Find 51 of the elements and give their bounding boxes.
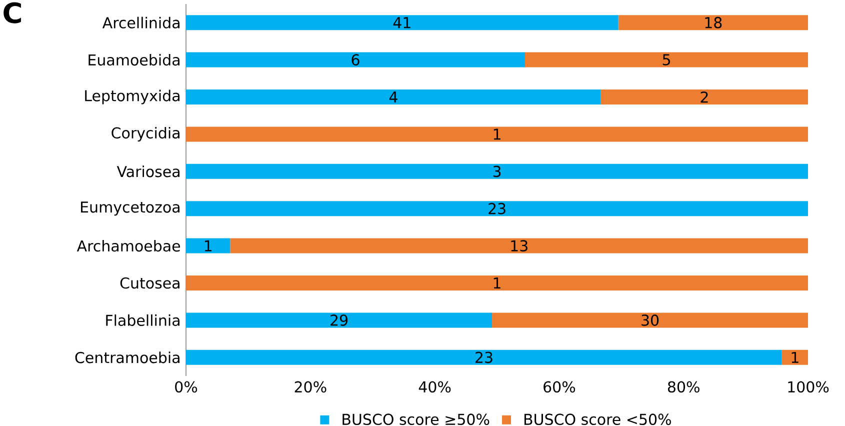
annotation: 1 xyxy=(204,240,212,252)
y-tick-label: Arcellinida xyxy=(102,16,180,28)
annotation: 30 xyxy=(642,314,659,326)
bar xyxy=(186,90,601,105)
bar xyxy=(186,52,525,68)
bar xyxy=(186,276,808,291)
bar xyxy=(492,312,808,328)
bar xyxy=(186,201,808,216)
bar xyxy=(524,52,808,68)
x-tick-label: 100% xyxy=(788,381,829,393)
annotation: 18 xyxy=(705,16,722,28)
bar xyxy=(230,238,808,254)
annotation: 13 xyxy=(511,240,528,252)
bar xyxy=(186,164,808,179)
bar xyxy=(186,126,808,142)
x-tick-label: 80% xyxy=(668,381,700,393)
y-tick-label: Eumycetozoa xyxy=(81,202,180,216)
annotation: 5 xyxy=(662,54,670,66)
annotation: 4 xyxy=(389,92,398,102)
bar xyxy=(186,238,230,254)
annotation: 29 xyxy=(330,314,348,326)
y-tick-label: Euamoebida xyxy=(88,54,180,66)
legend-label: BUSCO score ≥50% xyxy=(342,414,490,426)
x-tick-label: 60% xyxy=(544,381,576,393)
annotation: 1 xyxy=(792,352,798,363)
x-tick-label: 20% xyxy=(294,381,326,393)
annotation: 1 xyxy=(494,278,500,288)
bar xyxy=(600,90,808,105)
y-tick-label: Variosea xyxy=(116,166,180,178)
y-tick-label: Flabellinia xyxy=(106,314,180,326)
y-tick-label: Corycidia xyxy=(112,126,180,142)
legend-label: BUSCO score <50% xyxy=(524,414,671,426)
y-tick-label: Archamoebae xyxy=(76,240,180,252)
annotation: 3 xyxy=(493,166,501,178)
y-tick-label: Leptomyxida xyxy=(85,90,180,104)
annotation: 6 xyxy=(352,54,360,66)
x-tick-label: 40% xyxy=(418,381,451,393)
bar xyxy=(782,350,808,365)
chart-title: C xyxy=(4,2,21,24)
annotation: 1 xyxy=(494,128,500,140)
annotation: 23 xyxy=(476,352,492,364)
bar xyxy=(186,350,782,365)
y-tick-label: Centramoebia xyxy=(75,352,180,364)
y-tick-label: Cutosea xyxy=(120,277,180,289)
annotation: 2 xyxy=(700,91,708,103)
annotation: 23 xyxy=(488,202,506,214)
x-tick-label: 0% xyxy=(175,381,198,393)
bar xyxy=(618,15,808,30)
annotation: 41 xyxy=(393,17,410,28)
bar xyxy=(186,312,492,328)
bar xyxy=(186,15,618,30)
